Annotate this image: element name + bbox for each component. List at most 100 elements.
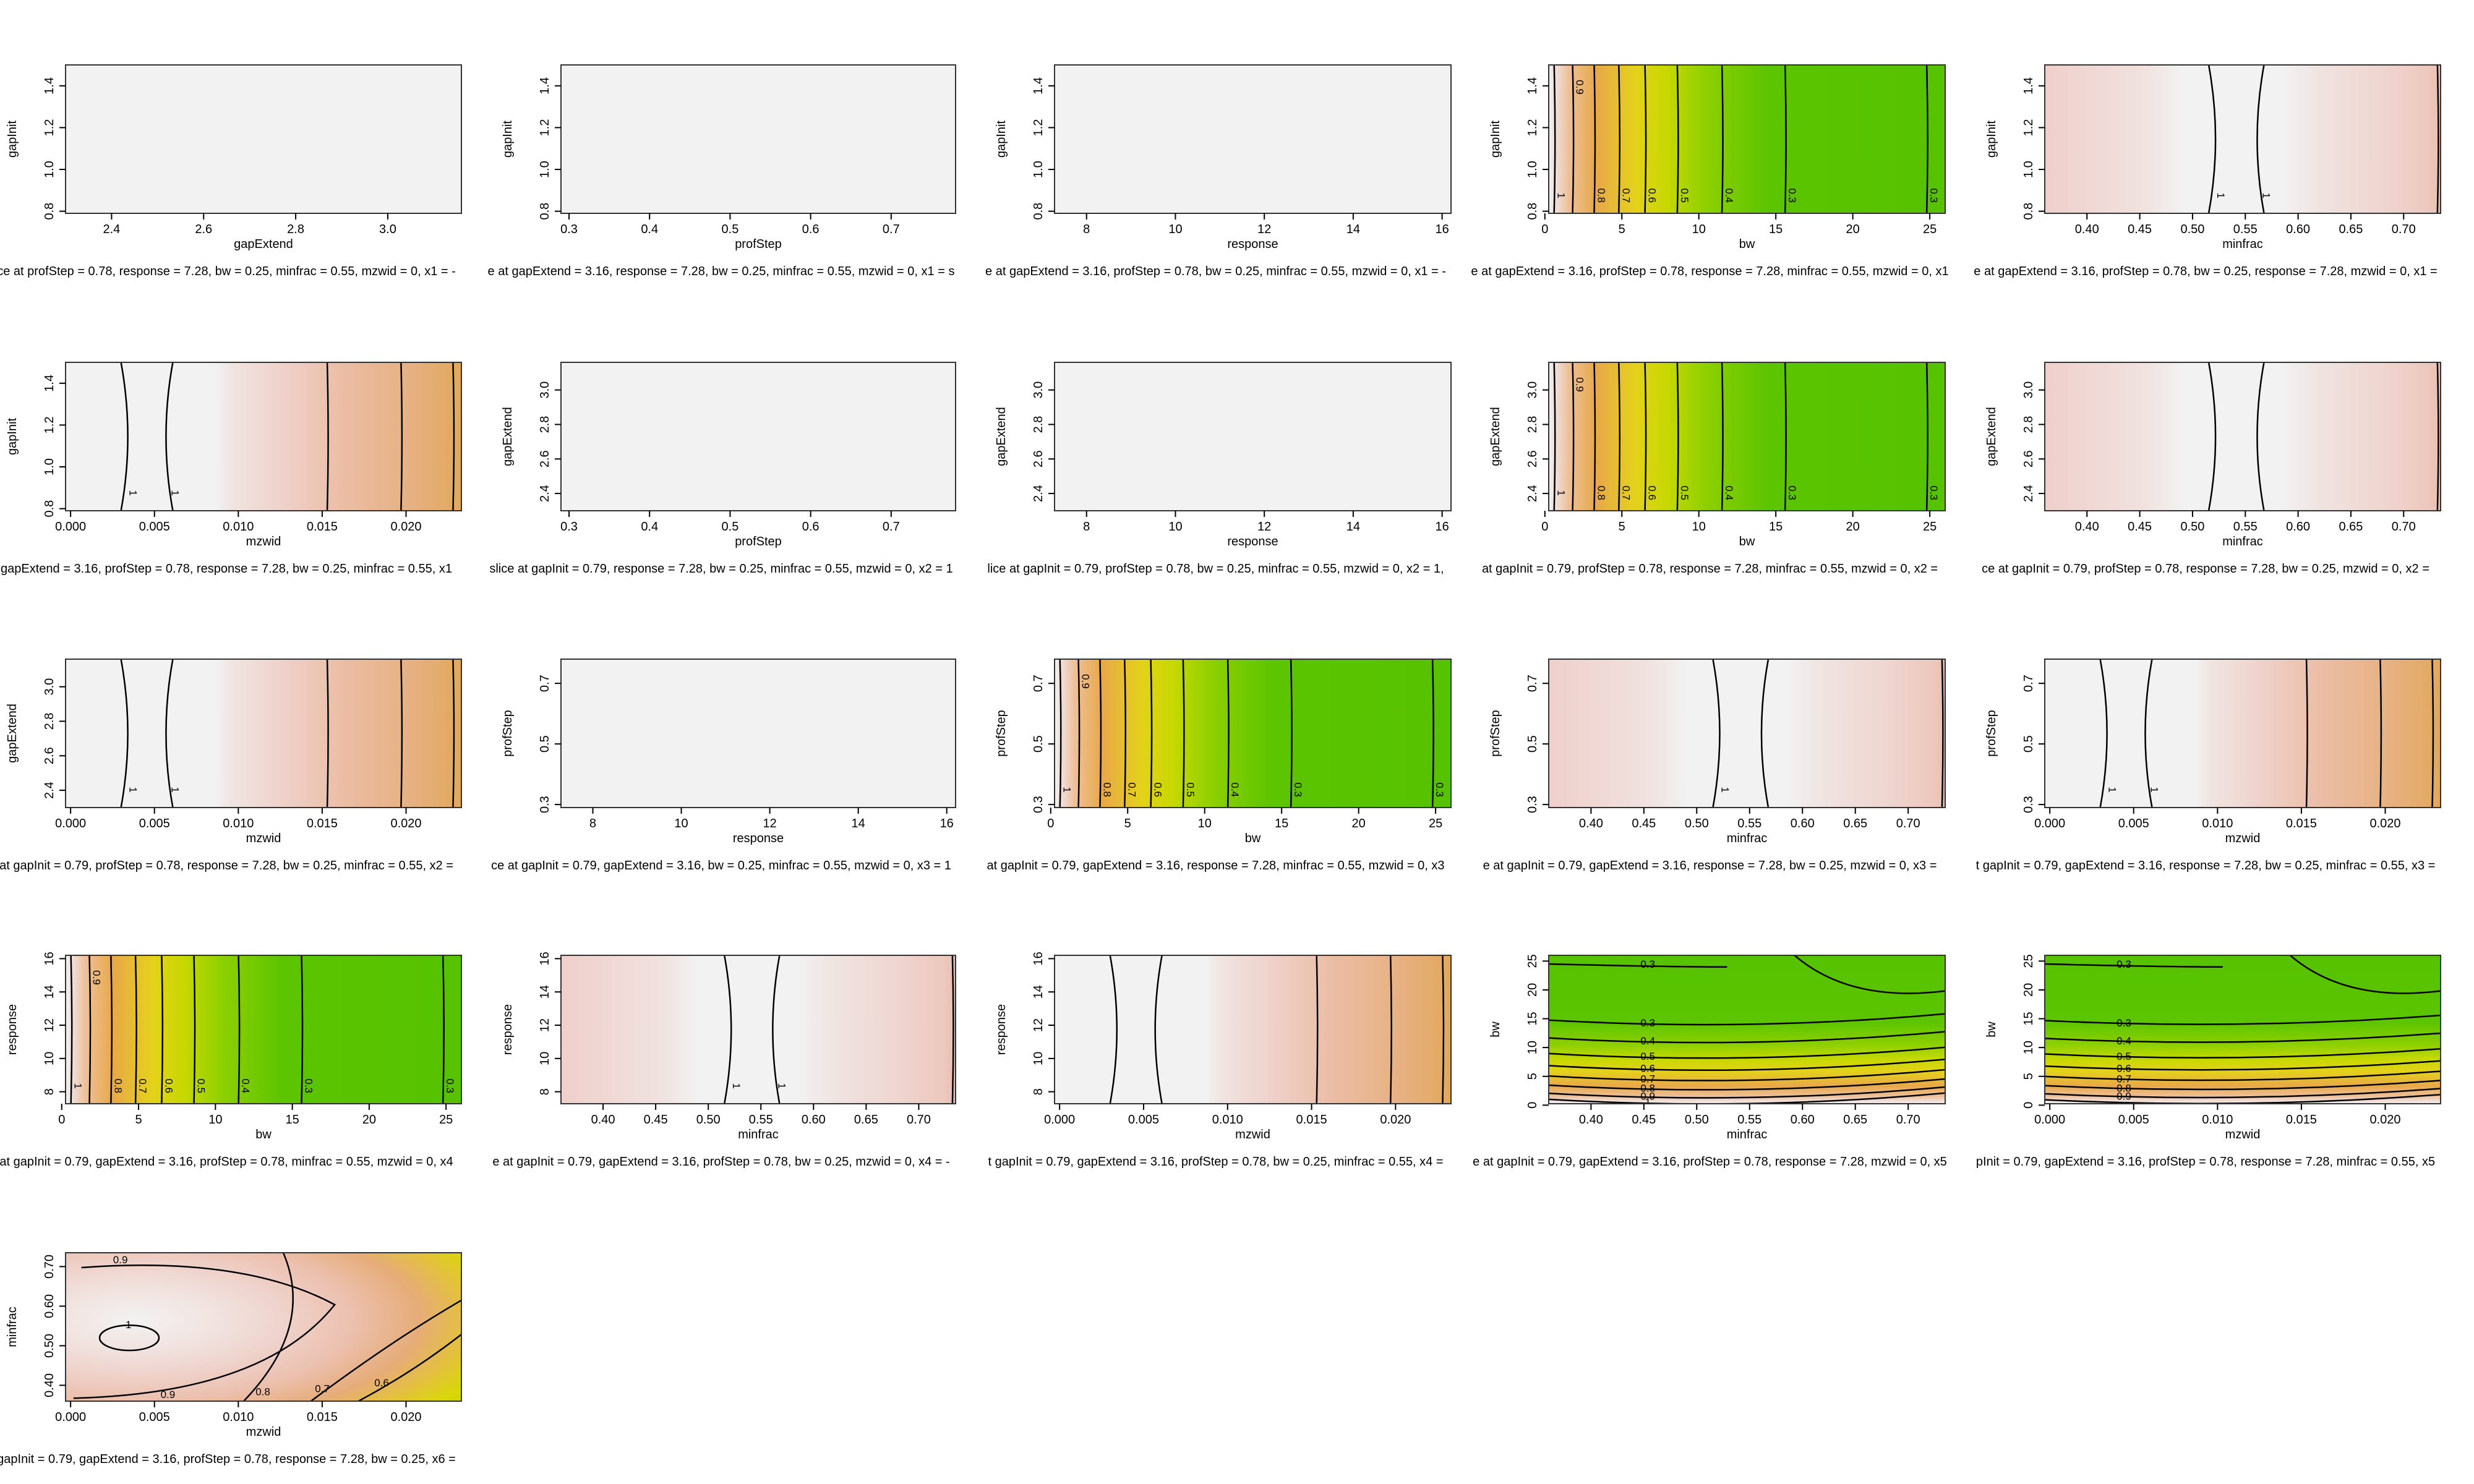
y-tick-label: 2.6 xyxy=(1526,450,1539,467)
y-tick-label: 0.60 xyxy=(43,1294,56,1318)
heatmap-fill xyxy=(561,65,956,213)
x-tick-label: 0.70 xyxy=(2392,223,2416,236)
heatmap-fill xyxy=(66,65,461,213)
x-tick-label: 0.010 xyxy=(2202,817,2233,830)
y-axis-title: gapExtend xyxy=(1489,407,1502,466)
y-tick-label: 1.2 xyxy=(43,417,56,434)
y-axis-title: gapInit xyxy=(1489,121,1502,158)
contour-line xyxy=(88,955,92,1104)
slice-caption: ce at gapInit = 0.79, gapExtend = 3.16, … xyxy=(491,859,951,872)
contour-line xyxy=(1549,1078,1945,1091)
heatmap-fill xyxy=(2045,65,2441,213)
x-tick-label: 0.60 xyxy=(2286,223,2310,236)
y-tick-label: 0.7 xyxy=(1526,675,1539,692)
contour-label: 1 xyxy=(127,490,139,495)
x-tick-label: 0.010 xyxy=(223,520,254,534)
y-axis-title: gapExtend xyxy=(1985,407,1998,466)
y-tick-label: 2.8 xyxy=(538,416,552,433)
x-tick-label: 5 xyxy=(1619,223,1625,236)
contour-label: 1 xyxy=(169,490,181,495)
y-tick-label: 20 xyxy=(2022,983,2035,997)
x-tick-label: 0.55 xyxy=(2233,520,2258,534)
y-axis-title: bw xyxy=(1489,1021,1502,1038)
y-axis-title: response xyxy=(6,1004,19,1055)
contour-line xyxy=(1593,362,1596,511)
x-tick-label: 0.010 xyxy=(223,1410,254,1424)
x-tick-label: 0.005 xyxy=(1128,1113,1159,1127)
y-tick-label: 1.2 xyxy=(1032,119,1045,137)
x-tick-label: 0.6 xyxy=(802,520,820,534)
contour-line xyxy=(73,1264,336,1399)
y-tick-label: 1.0 xyxy=(1526,161,1539,178)
contour-line xyxy=(98,1324,160,1352)
plot-frame xyxy=(2044,659,2441,808)
x-tick-label: 0.65 xyxy=(1843,817,1867,830)
x-tick-label: 0.010 xyxy=(1212,1113,1243,1127)
y-tick-label: 0.3 xyxy=(1032,796,1045,813)
plot-frame xyxy=(65,1252,462,1402)
x-tick-label: 10 xyxy=(208,1113,222,1127)
y-tick-label: 0 xyxy=(2022,1102,2035,1109)
contour-line xyxy=(1618,65,1621,213)
contour-line xyxy=(442,955,445,1104)
x-tick-label: 25 xyxy=(1429,817,1442,830)
contour-line xyxy=(1389,955,1392,1104)
x-tick-label: 0 xyxy=(1047,817,1054,830)
y-tick-label: 16 xyxy=(43,952,56,965)
x-tick-label: 0.005 xyxy=(139,520,170,534)
slice-caption: pInit = 0.79, gapExtend = 3.16, profStep… xyxy=(1976,1155,2435,1169)
x-axis-title: bw xyxy=(255,1128,272,1141)
contour-line xyxy=(2045,1070,2441,1081)
contour-label: 0.5 xyxy=(1184,782,1196,797)
y-tick-label: 8 xyxy=(43,1088,56,1095)
plot-frame xyxy=(2044,64,2441,214)
x-tick-label: 0.020 xyxy=(1380,1113,1411,1127)
contour-line xyxy=(2045,1047,2441,1059)
x-axis-title: response xyxy=(733,832,784,845)
y-tick-label: 0.8 xyxy=(1032,203,1045,220)
y-tick-label: 2.6 xyxy=(1032,450,1045,467)
contour-label: 0.6 xyxy=(1646,188,1658,203)
x-tick-label: 0.020 xyxy=(390,817,421,830)
x-tick-label: 0 xyxy=(1541,520,1548,534)
contour-label: 0.9 xyxy=(2117,1090,2131,1102)
slice-caption: t gapInit = 0.79, gapExtend = 3.16, resp… xyxy=(1976,859,2436,872)
x-tick-label: 0.020 xyxy=(2369,817,2400,830)
slice-caption: gapInit = 0.79, gapExtend = 3.16, profSt… xyxy=(0,1452,456,1466)
panel-16: 1 0.9 0.8 0.7 0.6 0.5 0.4 0.3 0.3 0 5 10 15 20 25 8 10 12… xyxy=(0,952,462,1169)
contour-label: 0.5 xyxy=(195,1078,207,1093)
contour-label: 0.4 xyxy=(2117,1035,2131,1047)
contour-label: 0.9 xyxy=(1640,1090,1655,1102)
contour-line xyxy=(120,659,129,808)
slice-caption: e at gapInit = 0.79, gapExtend = 3.16, p… xyxy=(492,1155,949,1169)
contour-line xyxy=(2045,1088,2441,1099)
contour-group: 1 0.9 xyxy=(1712,659,1945,808)
contour-line xyxy=(238,955,241,1104)
y-tick-label: 1.2 xyxy=(538,119,552,137)
contour-label: 1 xyxy=(1061,787,1073,792)
panel-18: 0.000 0.005 0.010 0.015 0.020 8 10 12 14 16 mzwid r… xyxy=(988,952,1452,1169)
contour-label: 1 xyxy=(1556,490,1567,495)
slice-caption: e at gapExtend = 3.16, response = 7.28, … xyxy=(488,265,955,278)
y-tick-label: 0.8 xyxy=(1526,203,1539,220)
contour-line xyxy=(1676,65,1679,213)
heatmap-fill xyxy=(1549,955,1945,1104)
heatmap-fill xyxy=(1549,65,1945,213)
x-tick-label: 0.010 xyxy=(223,817,254,830)
heatmap-fill xyxy=(1055,955,1451,1104)
y-tick-label: 0.5 xyxy=(2022,735,2035,753)
x-axis-title: profStep xyxy=(735,237,782,251)
x-tick-label: 16 xyxy=(940,817,954,830)
y-tick-label: 0.70 xyxy=(43,1255,56,1279)
x-tick-label: 0.5 xyxy=(722,520,739,534)
contour-label: 1 xyxy=(1719,787,1731,792)
slice-caption: ce at gapInit = 0.79, profStep = 0.78, r… xyxy=(1982,562,2429,576)
x-tick-label: 0.5 xyxy=(722,223,739,236)
y-axis-title: response xyxy=(501,1004,515,1055)
heatmap-fill xyxy=(66,955,461,1104)
x-tick-label: 0.45 xyxy=(2128,223,2152,236)
x-tick-label: 0.60 xyxy=(2286,520,2310,534)
contour-line xyxy=(2256,65,2265,213)
panel-13: 10.90.8 0.7 0.6 0.5 0.4 0.3 0.30 5 10 15 20 250.30.… xyxy=(987,659,1452,872)
panel-6: 1 10.000 0.005 0.010 0.015 0.0200.81.01.21.4m… xyxy=(1,362,462,576)
